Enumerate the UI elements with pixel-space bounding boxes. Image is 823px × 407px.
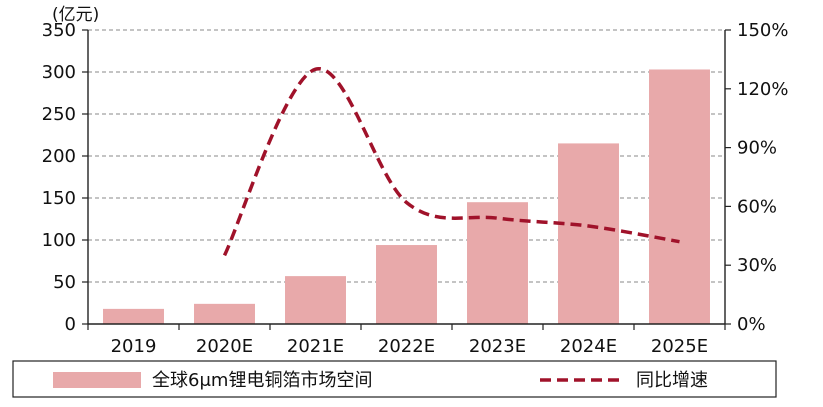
y-tick-label: 200 bbox=[42, 146, 76, 167]
legend: 全球6μm锂电铜箔市场空间 同比增速 bbox=[12, 360, 777, 398]
grid-lines bbox=[88, 29, 725, 283]
bars bbox=[103, 69, 710, 324]
x-tick-label: 2023E bbox=[469, 336, 526, 357]
axes bbox=[82, 29, 731, 330]
y2-tick-label: 0% bbox=[737, 314, 766, 335]
y2-tick-label: 90% bbox=[737, 138, 777, 159]
bar bbox=[103, 308, 164, 324]
y2-tick-label: 30% bbox=[737, 255, 777, 276]
growth-line-layer bbox=[222, 67, 680, 257]
y2-tick-labels: 0% 30% 60% 90% 120% 150% bbox=[737, 20, 788, 335]
x-tick-label: 2019 bbox=[111, 336, 157, 357]
growth-rate-line bbox=[222, 67, 680, 257]
legend-label-bar: 全球6μm锂电铜箔市场空间 bbox=[152, 370, 372, 391]
y-tick-label: 100 bbox=[42, 230, 76, 251]
bar bbox=[558, 143, 619, 324]
y-tick-label: 300 bbox=[42, 62, 76, 83]
y2-tick-label: 120% bbox=[737, 79, 788, 100]
legend-frame bbox=[12, 360, 777, 398]
x-tick-label: 2022E bbox=[378, 336, 435, 357]
x-tick-label: 2021E bbox=[287, 336, 344, 357]
bar bbox=[285, 276, 346, 324]
bar bbox=[194, 303, 255, 324]
y-tick-label: 50 bbox=[53, 272, 76, 293]
y-tick-label: 250 bbox=[42, 104, 76, 125]
y2-tick-label: 60% bbox=[737, 196, 777, 217]
x-tick-label: 2025E bbox=[651, 336, 708, 357]
bar bbox=[467, 202, 528, 324]
x-tick-label: 2020E bbox=[196, 336, 253, 357]
y-tick-label: 350 bbox=[42, 20, 76, 41]
unit-label: (亿元) bbox=[52, 5, 99, 25]
y-tick-labels: 0 50 100 150 200 250 300 350 bbox=[42, 20, 76, 335]
legend-label-line: 同比增速 bbox=[636, 370, 708, 391]
y-tick-label: 0 bbox=[65, 314, 76, 335]
bar bbox=[376, 245, 437, 324]
x-tick-labels: 2019 2020E 2021E 2022E 2023E 2024E 2025E bbox=[111, 336, 709, 357]
legend-swatch-bar bbox=[53, 372, 141, 388]
y2-tick-label: 150% bbox=[737, 20, 788, 41]
y-tick-label: 150 bbox=[42, 188, 76, 209]
bar bbox=[649, 69, 710, 324]
x-tick-label: 2024E bbox=[560, 336, 617, 357]
